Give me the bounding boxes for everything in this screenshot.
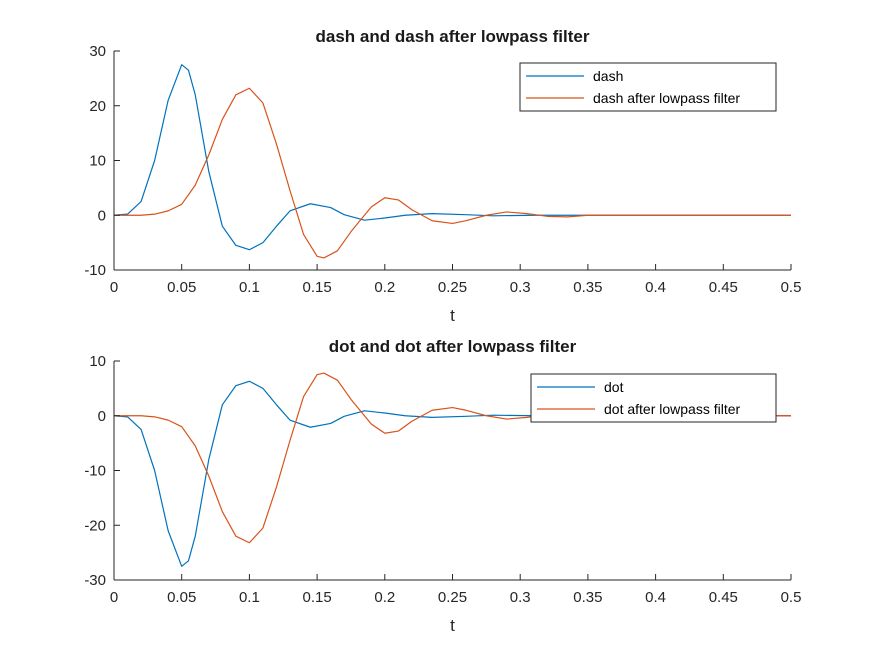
x-axis-label: t	[450, 306, 455, 325]
legend: dash dash after lowpass filter	[519, 62, 777, 112]
x-tick-label: 0.5	[781, 279, 802, 296]
x-tick-label: 0.4	[645, 589, 666, 606]
x-tick-label: 0.1	[239, 279, 260, 296]
x-tick-label: 0	[110, 589, 118, 606]
y-tick-label: -10	[84, 262, 106, 279]
chart-title: dash and dash after lowpass filter	[316, 27, 590, 46]
legend-label-1: dot	[604, 379, 624, 395]
y-tick-label: 30	[89, 43, 106, 60]
y-tick-label: -10	[84, 463, 106, 480]
x-axis-label: t	[450, 616, 455, 635]
series-line-2	[114, 372, 791, 544]
legend-label-2: dot after lowpass filter	[604, 401, 741, 417]
x-tick-label: 0.35	[573, 279, 602, 296]
x-tick-label: 0	[110, 279, 118, 296]
series-line-1	[113, 380, 791, 567]
x-tick-label: 0.15	[302, 589, 331, 606]
y-tick-label: 10	[89, 353, 106, 370]
y-tick-label: 0	[98, 408, 106, 425]
y-tick-label: 0	[98, 207, 106, 224]
legend-box	[530, 373, 777, 423]
x-tick-label: 0.05	[167, 279, 196, 296]
y-tick-label: 10	[89, 153, 106, 170]
chart-title: dot and dot after lowpass filter	[329, 337, 577, 356]
legend-box	[519, 62, 777, 112]
legend: dot dot after lowpass filter	[530, 373, 777, 423]
y-tick-label: -30	[84, 572, 106, 589]
legend-label-2: dash after lowpass filter	[593, 90, 740, 106]
y-tick-label: -20	[84, 517, 106, 534]
x-tick-label: 0.1	[239, 589, 260, 606]
x-tick-label: 0.25	[438, 279, 467, 296]
x-tick-label: 0.3	[510, 589, 531, 606]
x-tick-label: 0.45	[709, 589, 738, 606]
x-tick-label: 0.25	[438, 589, 467, 606]
series-line-2	[114, 87, 791, 259]
series-line-1	[113, 64, 791, 251]
x-tick-label: 0.15	[302, 279, 331, 296]
x-tick-label: 0.45	[709, 279, 738, 296]
y-tick-label: 20	[89, 98, 106, 115]
x-tick-label: 0.35	[573, 589, 602, 606]
x-tick-label: 0.4	[645, 279, 666, 296]
subplot-2: 0 0.05 0.1 0.15 0.2 0.25 0.3 0.35 0.4 0.45 0.5 -30 -…	[84, 337, 801, 635]
legend-label-1: dash	[593, 68, 623, 84]
x-tick-label: 0.05	[167, 589, 196, 606]
x-tick-label: 0.2	[374, 279, 395, 296]
x-tick-label: 0.2	[374, 589, 395, 606]
x-tick-label: 0.3	[510, 279, 531, 296]
x-tick-label: 0.5	[781, 589, 802, 606]
subplot-1: 0 0.05 0.1 0.15 0.2 0.25 0.3 0.35 0.4 0.45 0.5-100…	[84, 27, 801, 325]
